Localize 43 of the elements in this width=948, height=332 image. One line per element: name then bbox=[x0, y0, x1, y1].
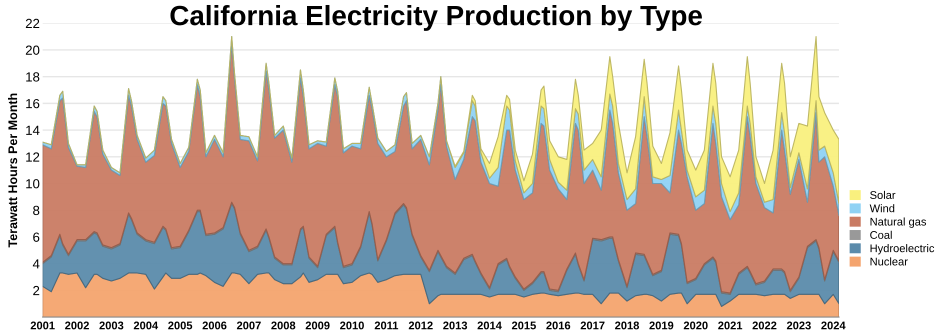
x-tick-label: 2009 bbox=[306, 322, 330, 330]
x-tick-label: 2021 bbox=[718, 322, 742, 330]
x-tick-label: 2011 bbox=[374, 322, 398, 330]
x-tick-label: 2022 bbox=[752, 322, 776, 330]
x-tick-label: 2003 bbox=[99, 322, 124, 330]
legend-label: Wind bbox=[870, 204, 894, 212]
x-tick-label: 2017 bbox=[580, 322, 605, 330]
legend-label: Solar bbox=[870, 190, 896, 199]
y-tick-label: 8 bbox=[33, 206, 40, 216]
chart-title: California Electricity Production by Type bbox=[170, 4, 702, 31]
y-tick-label: 6 bbox=[33, 232, 40, 242]
legend-label: Coal bbox=[870, 230, 892, 239]
x-tick-label: 2007 bbox=[236, 322, 261, 330]
y-tick-label: 18 bbox=[26, 72, 40, 82]
x-tick-label: 2024 bbox=[821, 322, 846, 330]
y-tick-label: 22 bbox=[26, 18, 40, 28]
x-tick-label: 2023 bbox=[786, 322, 811, 330]
x-tick-label: 2020 bbox=[684, 322, 708, 330]
x-tick-label: 2015 bbox=[512, 322, 536, 330]
x-tick-label: 2001 bbox=[30, 322, 55, 330]
y-tick-label: 20 bbox=[26, 46, 40, 55]
x-tick-label: 2010 bbox=[340, 322, 364, 330]
x-tick-label: 2019 bbox=[649, 322, 674, 330]
y-tick-label: 10 bbox=[26, 179, 40, 188]
x-tick-label: 2004 bbox=[134, 322, 158, 330]
x-tick-label: 2002 bbox=[65, 322, 89, 330]
y-tick-label: 16 bbox=[26, 98, 40, 108]
y-tick-label: 14 bbox=[26, 126, 40, 135]
x-tick-label: 2008 bbox=[271, 322, 296, 330]
x-tick-label: 2012 bbox=[408, 322, 433, 330]
x-tick-label: 2005 bbox=[168, 322, 192, 330]
legend-label: Hydroelectric bbox=[870, 244, 934, 254]
legend-label: Natural gas bbox=[870, 217, 926, 228]
y-tick-label: 12 bbox=[26, 152, 40, 162]
y-tick-label: 2 bbox=[33, 286, 40, 296]
legend-label: Nuclear bbox=[870, 257, 908, 266]
x-tick-label: 2018 bbox=[615, 322, 640, 330]
y-tick-label: 4 bbox=[32, 259, 40, 268]
x-tick-label: 2016 bbox=[546, 322, 570, 330]
y-axis-title: Terawatt Hours Per Month bbox=[8, 94, 18, 248]
x-tick-label: 2013 bbox=[443, 322, 468, 330]
x-tick-label: 2006 bbox=[202, 322, 226, 330]
x-tick-label: 2014 bbox=[478, 322, 502, 330]
